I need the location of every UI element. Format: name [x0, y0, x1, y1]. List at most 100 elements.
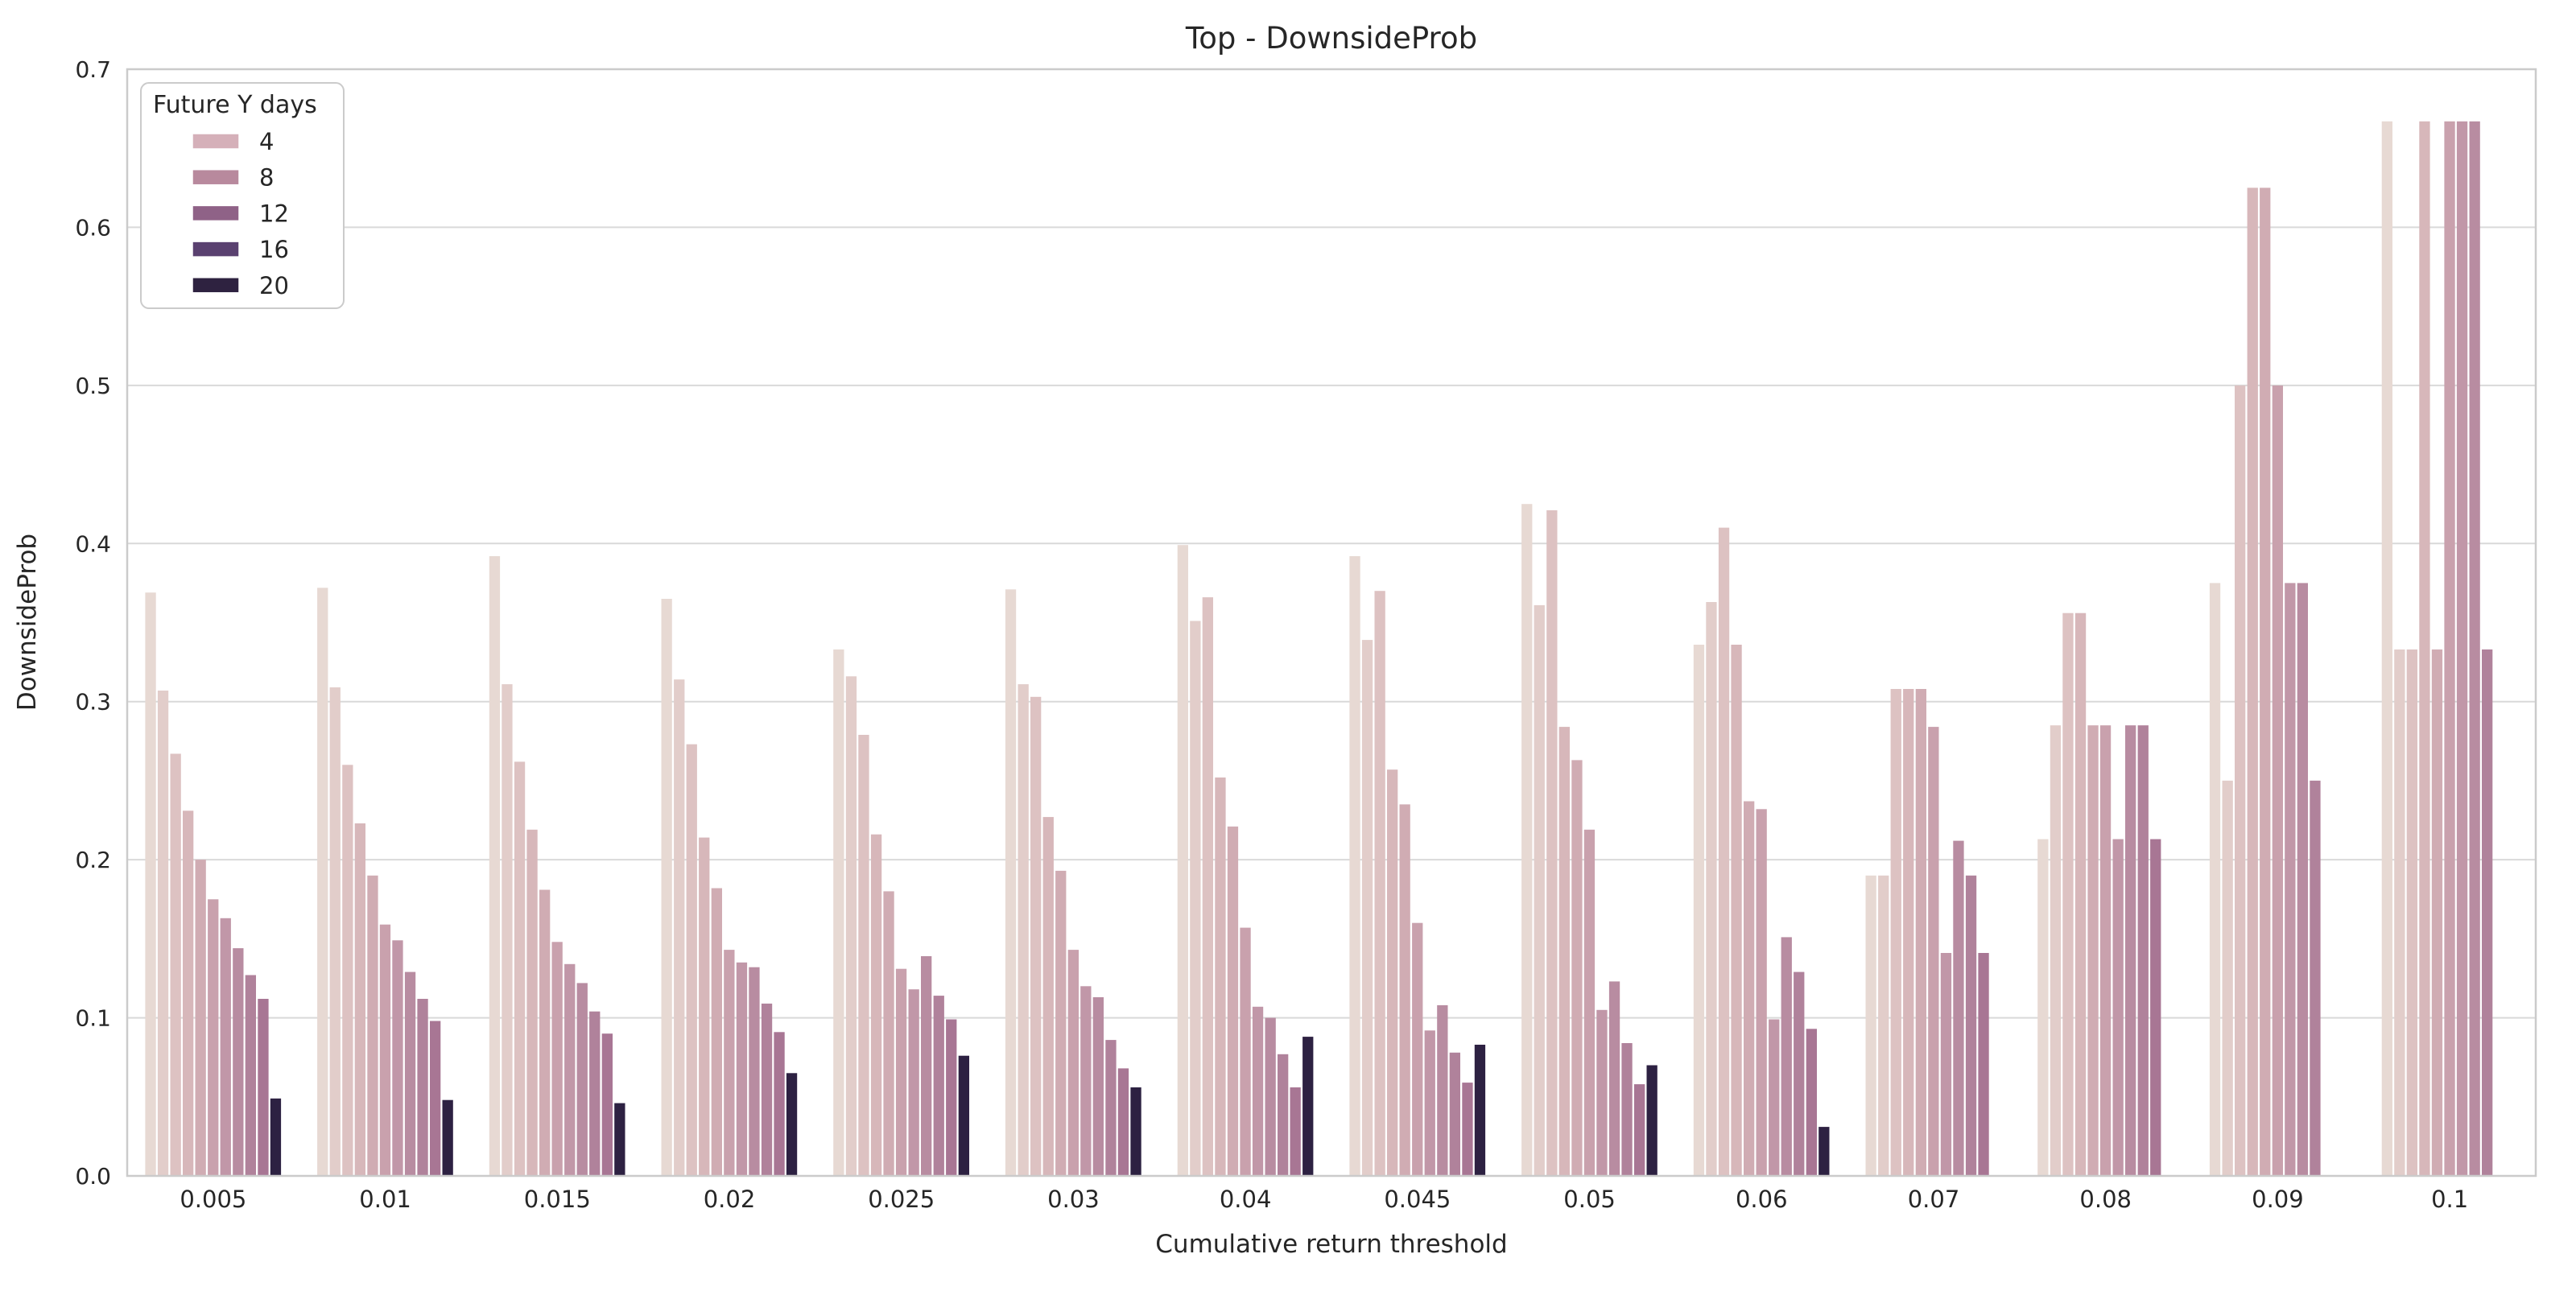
bar-0.09-level_9: [2310, 780, 2321, 1176]
legend-title: Future Y days: [153, 91, 317, 119]
bar-0.05-level_1: [1521, 504, 1533, 1176]
bar-0.025-level_11: [958, 1055, 969, 1176]
x-tick-label-0.025: 0.025: [868, 1186, 935, 1213]
bar-0.005-level_10: [258, 999, 269, 1176]
bar-0.1-level_6: [2444, 121, 2455, 1176]
bar-0.05-level_8: [1608, 981, 1620, 1176]
bar-0.03-level_8: [1092, 997, 1104, 1176]
bar-0.005-level_7: [220, 918, 231, 1176]
x-tick-label-0.04: 0.04: [1220, 1186, 1272, 1213]
x-tick-label-0.045: 0.045: [1384, 1186, 1451, 1213]
bar-0.02-level_11: [786, 1073, 798, 1176]
bar-0.09-level_8: [2297, 583, 2308, 1176]
bar-0.005-level_11: [270, 1098, 282, 1177]
bar-0.015-level_7: [564, 963, 576, 1176]
bar-0.04-level_6: [1240, 927, 1251, 1176]
bar-0.025-level_8: [921, 956, 932, 1176]
legend-label-8: 8: [259, 164, 274, 192]
bar-0.045-level_9: [1449, 1052, 1460, 1176]
bar-0.09-level_5: [2260, 188, 2271, 1176]
bar-0.02-level_2: [674, 679, 685, 1176]
bar-0.045-level_11: [1474, 1045, 1486, 1176]
bar-0.01-level_4: [354, 823, 365, 1176]
bar-0.01-level_11: [442, 1099, 453, 1176]
bar-0.025-level_5: [883, 891, 894, 1176]
bar-0.09-level_3: [2235, 385, 2246, 1176]
bar-0.04-level_5: [1227, 826, 1239, 1176]
bar-0.04-level_10: [1290, 1087, 1301, 1176]
legend-label-20: 20: [259, 272, 289, 299]
bar-0.04-level_2: [1190, 621, 1201, 1176]
bar-0.04-level_3: [1202, 597, 1213, 1176]
x-tick-label-0.06: 0.06: [1736, 1186, 1788, 1213]
bar-0.01-level_6: [379, 924, 391, 1176]
bar-0.04-level_8: [1265, 1017, 1276, 1176]
bar-0.01-level_10: [430, 1021, 441, 1176]
bar-0.045-level_7: [1424, 1030, 1435, 1176]
bar-0.06-level_5: [1744, 801, 1755, 1176]
bar-0.025-level_7: [908, 989, 919, 1176]
x-tick-label-0.015: 0.015: [524, 1186, 591, 1213]
bar-0.045-level_4: [1387, 769, 1398, 1176]
bar-0.06-level_3: [1718, 527, 1730, 1176]
bar-0.09-level_4: [2247, 188, 2258, 1176]
bar-0.06-level_9: [1794, 971, 1805, 1176]
bar-0.01-level_2: [329, 687, 341, 1176]
bar-0.04-level_1: [1177, 545, 1188, 1176]
bar-0.05-level_7: [1596, 1009, 1608, 1177]
bar-0.015-level_10: [601, 1033, 613, 1176]
legend: Future Y days 4 8 12 16 20: [140, 82, 345, 309]
bar-0.08-level_9: [2137, 725, 2149, 1176]
bar-0.02-level_9: [761, 1003, 773, 1176]
bar-0.02-level_8: [749, 967, 760, 1176]
bar-0.08-level_2: [2050, 725, 2062, 1176]
bar-0.045-level_3: [1374, 591, 1385, 1176]
x-tick-label-0.02: 0.02: [704, 1186, 756, 1213]
bar-0.1-level_4: [2419, 121, 2430, 1176]
y-tick-label: 0.1: [75, 1005, 111, 1032]
bar-0.01-level_5: [367, 875, 378, 1176]
bar-0.06-level_4: [1731, 645, 1742, 1176]
bar-0.06-level_8: [1781, 937, 1792, 1176]
bar-0.015-level_5: [539, 889, 551, 1176]
bar-0.045-level_5: [1399, 804, 1410, 1176]
bar-0.07-level_6: [1928, 727, 1939, 1176]
x-tick-label-0.1: 0.1: [2431, 1186, 2468, 1213]
bar-0.02-level_10: [774, 1032, 785, 1177]
bar-0.1-level_3: [2406, 649, 2417, 1176]
bar-0.01-level_8: [404, 971, 416, 1176]
bar-0.09-level_7: [2285, 583, 2296, 1176]
bar-0.05-level_6: [1583, 829, 1596, 1176]
x-axis-tick-labels: 0.005 0.01 0.015 0.02 0.025 0.03 0.04 0.045 0.05…: [180, 1186, 2468, 1213]
bar-0.02-level_5: [711, 888, 722, 1176]
bar-0.08-level_7: [2112, 839, 2124, 1176]
bar-0.03-level_2: [1018, 684, 1029, 1176]
legend-swatch-4: [192, 133, 240, 150]
x-tick-label-0.01: 0.01: [359, 1186, 411, 1213]
bar-0.05-level_4: [1558, 727, 1570, 1176]
bar-0.07-level_1: [1865, 875, 1876, 1176]
bar-0.025-level_4: [870, 834, 882, 1176]
y-tick-label: 0.2: [75, 847, 111, 873]
legend-label-16: 16: [259, 236, 289, 263]
bar-0.025-level_3: [858, 735, 869, 1176]
bar-0.08-level_8: [2125, 725, 2136, 1176]
bar-0.08-level_6: [2099, 725, 2112, 1176]
bar-0.03-level_3: [1030, 696, 1042, 1176]
bar-0.03-level_9: [1105, 1040, 1117, 1176]
bar-0.05-level_9: [1621, 1043, 1633, 1176]
legend-label-12: 12: [259, 200, 289, 227]
bar-0.05-level_3: [1546, 510, 1558, 1176]
bar-0.07-level_10: [1978, 953, 1989, 1176]
bar-0.02-level_1: [661, 599, 672, 1176]
bar-0.04-level_9: [1278, 1054, 1289, 1177]
bar-0.025-level_9: [933, 996, 944, 1176]
bar-0.015-level_9: [589, 1011, 601, 1176]
bar-0.015-level_2: [502, 684, 513, 1176]
bar-0.01-level_1: [317, 588, 328, 1176]
bar-0.02-level_7: [736, 962, 748, 1176]
bar-0.06-level_11: [1818, 1127, 1830, 1176]
bar-0.07-level_9: [1965, 875, 1977, 1176]
bar-0.05-level_5: [1571, 760, 1583, 1176]
